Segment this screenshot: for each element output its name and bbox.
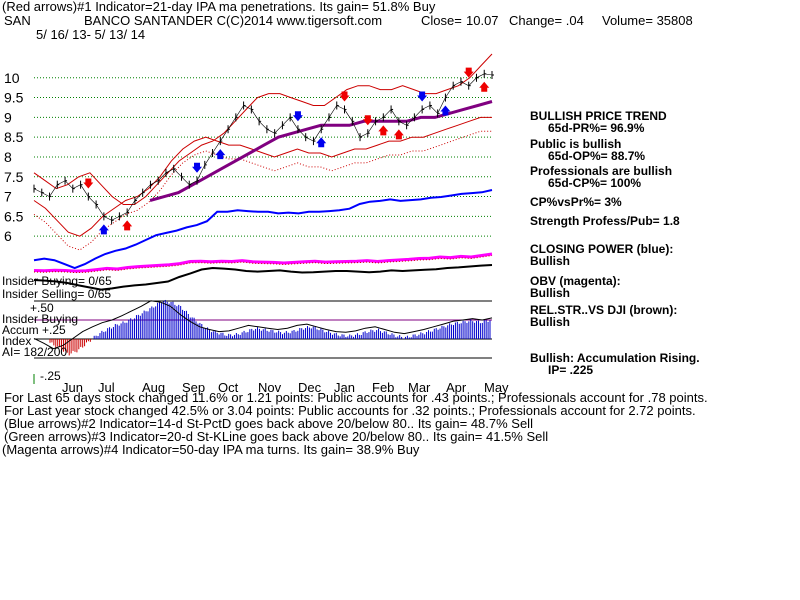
ip-value: IP= .225 [548, 363, 594, 377]
red-down-arrow [83, 178, 94, 189]
month-label: Mar [408, 380, 431, 395]
date-range: 5/ 16/ 13- 5/ 13/ 14 [36, 27, 146, 42]
accum-ma-line [33, 300, 493, 350]
month-label: May [484, 380, 509, 395]
change-value: Change= .04 [509, 13, 584, 28]
close-label: Close= [421, 13, 462, 28]
month-label: Jan [334, 380, 355, 395]
copyright: (C)2014 www.tigersoft.com [226, 13, 383, 28]
accum-plus50: +.50 [30, 301, 54, 315]
index-label: Index [2, 334, 32, 348]
obv-state: Bullish [530, 286, 571, 300]
public-status: Public is bullish [530, 137, 622, 151]
lower-band-dotted [33, 130, 492, 251]
y-tick-label: 9 [4, 109, 12, 125]
insider-buying-2: Insider Buying [2, 312, 79, 326]
y-tick-label: 6.5 [4, 208, 24, 224]
trend-title: BULLISH PRICE TREND [530, 109, 667, 123]
accum-label: Accum [2, 323, 39, 337]
trend-pr: 65d-PR%= 96.9% [548, 121, 645, 135]
blue-down-arrow [292, 111, 303, 122]
cp-vs-pr: CP%vsPr%= 3% [530, 195, 622, 209]
red-down-arrow [339, 91, 350, 102]
closing-power-state: Bullish [530, 254, 571, 268]
red-down-arrow [362, 115, 373, 126]
y-tick-label: 8 [4, 149, 12, 165]
month-label: Sep [182, 380, 205, 395]
red-up-arrow [378, 125, 389, 136]
red-down-arrow [463, 67, 474, 78]
month-label: Nov [258, 380, 282, 395]
pros-cp: 65d-CP%= 100% [548, 176, 642, 190]
y-tick-label: 6 [4, 228, 12, 244]
month-label: Aug [142, 380, 165, 395]
lower-band-line [33, 116, 492, 237]
blue-up-arrow [316, 137, 327, 148]
y-tick-label: 10 [4, 70, 20, 86]
blue-up-arrow [98, 224, 109, 235]
indicator-1-text: (Red arrows)#1 Indicator=21-day IPA ma p… [2, 0, 436, 14]
blue-down-arrow [192, 162, 203, 173]
footer-line-4: (Green arrows)#3 Indicator=20-d St-KLine… [4, 429, 549, 444]
closing-power-label: CLOSING POWER (blue): [530, 242, 674, 256]
footer-line-3: (Blue arrows)#2 Indicator=14-d St-PctD g… [4, 416, 533, 431]
closing-power-line [33, 189, 493, 270]
accum-summary: Bullish: Accumulation Rising. [530, 351, 700, 365]
month-label: Oct [218, 380, 239, 395]
company-name: BANCO SANTANDER C [84, 13, 227, 28]
close-value: 10.07 [466, 13, 499, 28]
insider-buying: Insider Buying= 0/65 [2, 274, 112, 288]
relstr-label: REL.STR..VS DJI (brown): [530, 303, 678, 317]
red-up-arrow [393, 129, 404, 140]
month-label: Jun [62, 380, 83, 395]
price-line [33, 73, 493, 221]
blue-up-arrow [215, 149, 226, 160]
footer-line-1: For Last 65 days stock changed 11.6% or … [4, 390, 708, 405]
red-up-arrow [122, 220, 133, 231]
footer-line-2: For Last year stock changed 42.5% or 3.0… [4, 403, 696, 418]
ticker: SAN [4, 13, 31, 28]
y-tick-label: 9.5 [4, 90, 24, 106]
month-label: Dec [298, 380, 322, 395]
insider-selling: Insider Selling= 0/65 [2, 287, 112, 301]
ai-value: AI= 182/200 [2, 345, 68, 359]
blue-up-arrow [440, 105, 451, 116]
accum-plus25: +.25 [42, 323, 66, 337]
month-label: Apr [446, 380, 467, 395]
red-up-arrow [479, 81, 490, 92]
y-tick-label: 7.5 [4, 169, 24, 185]
y-tick-label: 7 [4, 189, 12, 205]
relstr-line [33, 264, 493, 291]
ma-line [149, 100, 493, 202]
relstr-state: Bullish [530, 315, 571, 329]
pros-status: Professionals are bullish [530, 164, 673, 178]
public-op: 65d-OP%= 88.7% [548, 149, 646, 163]
footer-line-5: (Magenta arrows)#4 Indicator=50-day IPA … [2, 442, 420, 457]
upper-band-line [33, 53, 493, 205]
obv-label: OBV (magenta): [530, 274, 621, 288]
obv-line [33, 252, 493, 273]
y-tick-label: 8.5 [4, 129, 24, 145]
blue-down-arrow [417, 91, 428, 102]
accum-minus25: -.25 [40, 369, 61, 383]
month-label: Jul [98, 380, 115, 395]
month-label: Feb [372, 380, 394, 395]
volume-value: Volume= 35808 [602, 13, 693, 28]
strength-ratio: Strength Profess/Pub= 1.8 [530, 214, 680, 228]
